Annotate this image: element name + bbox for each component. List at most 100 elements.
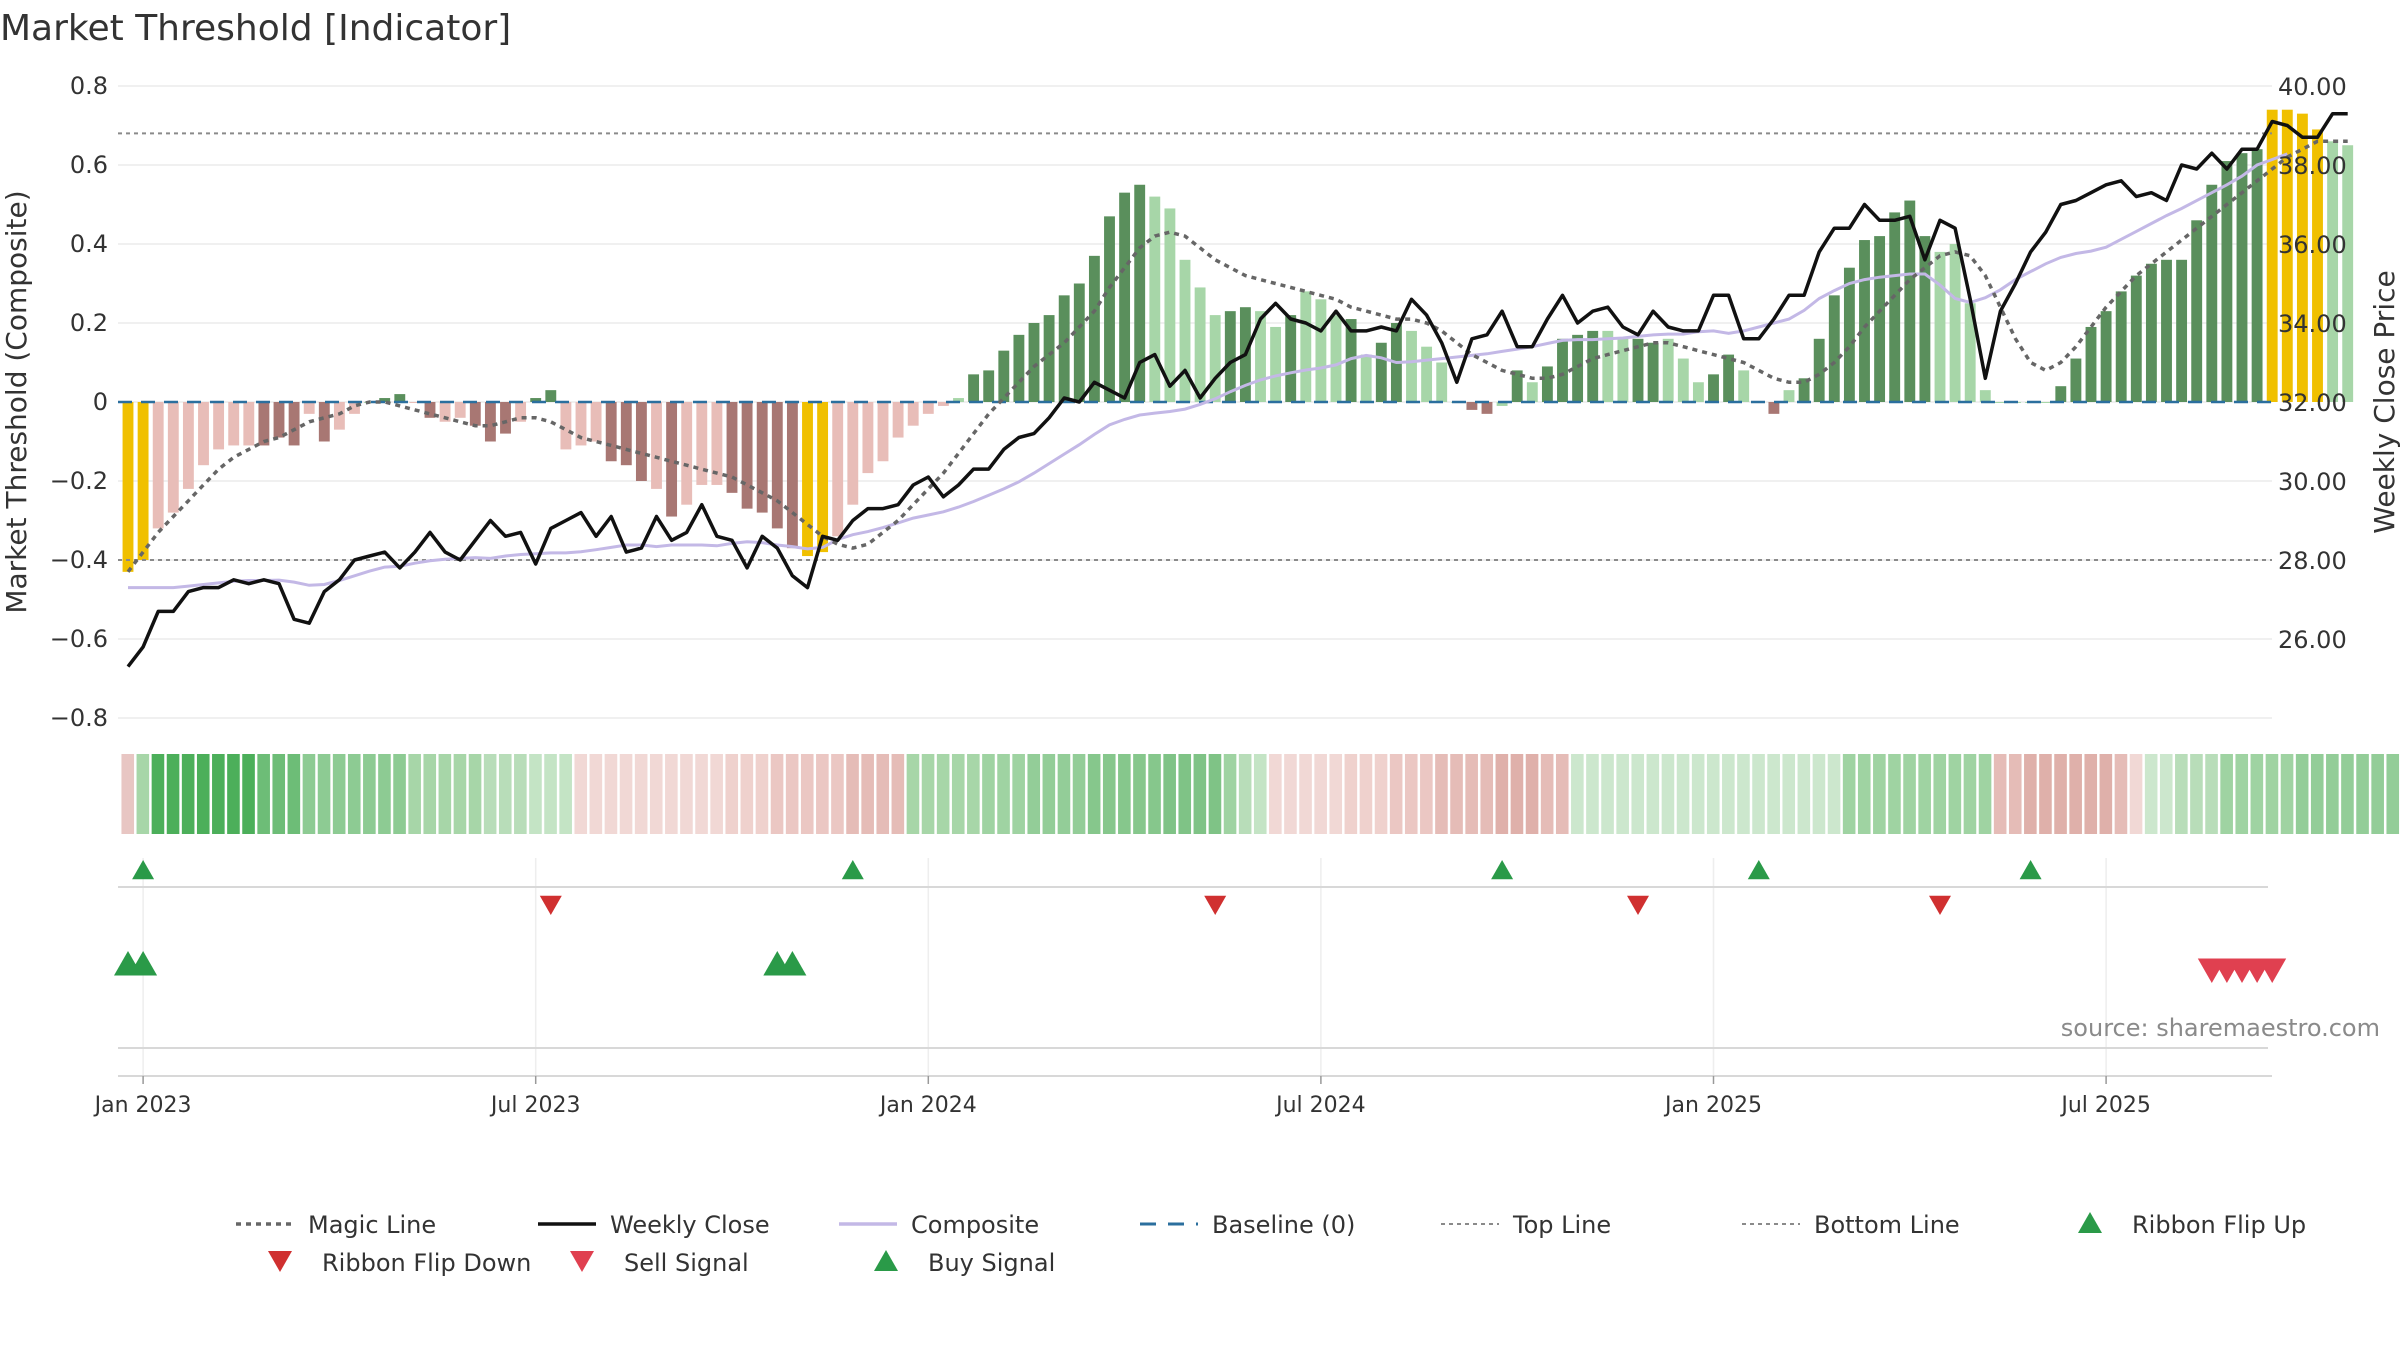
legend-label: Magic Line — [308, 1211, 436, 1239]
ribbon-cell — [936, 754, 950, 834]
ribbon-cell — [2008, 754, 2022, 834]
composite-bar — [937, 402, 949, 406]
ribbon-cell — [166, 754, 180, 834]
composite-bar — [892, 402, 904, 438]
x-tick-label: Jan 2025 — [1663, 1093, 1762, 1118]
composite-bar — [1330, 315, 1342, 402]
ribbon-cell — [332, 754, 346, 834]
composite-bar — [771, 402, 783, 529]
ribbon-cell — [2235, 754, 2249, 834]
signal-panels — [114, 858, 2287, 1077]
legend-item: Sell Signal — [570, 1249, 749, 1277]
ribbon-cell — [1616, 754, 1629, 834]
legend-item: Weekly Close — [538, 1211, 770, 1239]
ribbon-cell — [2310, 754, 2324, 834]
ribbon-cell — [2250, 754, 2264, 834]
ribbon-cell — [1344, 754, 1358, 834]
composite-bar — [1345, 319, 1357, 402]
x-tick-label: Jul 2024 — [1274, 1093, 1366, 1118]
right-tick-label: 38.00 — [2278, 152, 2347, 180]
composite-bar — [152, 402, 164, 529]
composite-bar — [1360, 354, 1372, 402]
ribbon-cell — [1374, 754, 1388, 834]
composite-line — [128, 152, 2288, 590]
ribbon-cell — [816, 754, 829, 834]
ribbon-cell — [408, 754, 421, 834]
ribbon-cell — [1163, 754, 1176, 834]
composite-bar — [2055, 386, 2067, 402]
axes: 0.8 0.6 0.4 0.2 0 −0.2 −0.4 −0.6 −0.8 40.00 38.00 3… — [0, 72, 2400, 1118]
ribbon-cell — [1495, 754, 1509, 834]
ribbon-cell — [2084, 754, 2098, 834]
ribbon-cell — [1933, 754, 1947, 834]
ribbon-cell — [2159, 754, 2173, 834]
composite-bar — [1058, 295, 1070, 402]
ribbon-flip-up-marker — [1491, 860, 1514, 880]
ribbon-cell — [604, 754, 618, 834]
ribbon-cell — [2386, 754, 2400, 834]
composite-bar — [2176, 259, 2188, 402]
right-tick-label: 36.00 — [2278, 231, 2347, 259]
composite-bar — [1994, 402, 2006, 403]
ribbon-cell — [257, 754, 270, 834]
ribbon-cell — [770, 754, 784, 834]
ribbon-cell — [1857, 754, 1871, 834]
composite-bar — [2236, 153, 2248, 402]
composite-bar — [530, 398, 542, 402]
ribbon-cell — [2326, 754, 2339, 834]
composite-bar — [454, 402, 466, 418]
composite-bar — [1481, 402, 1493, 414]
ribbon-cell — [967, 754, 980, 834]
ribbon-cell — [498, 754, 512, 834]
composite-bar — [1134, 184, 1146, 402]
composite-bar — [1526, 382, 1538, 402]
composite-bar — [1647, 342, 1659, 402]
legend-item: Magic Line — [236, 1211, 436, 1239]
composite-bar — [1843, 267, 1855, 402]
legend-label: Top Line — [1512, 1211, 1611, 1239]
ribbon-cell — [906, 754, 920, 834]
composite-bar — [1255, 311, 1266, 402]
composite-bar — [1587, 330, 1599, 402]
composite-bar — [349, 402, 360, 414]
ribbon-cell — [861, 754, 874, 834]
composite-bar — [2145, 263, 2157, 402]
composite-bar — [2070, 358, 2082, 402]
ribbon-cell — [2356, 754, 2369, 834]
composite-bar — [1859, 240, 1870, 402]
ribbon-cell — [1540, 754, 1554, 834]
ribbon-cell — [680, 754, 693, 834]
ribbon-cell — [1057, 754, 1071, 834]
composite-bar — [500, 402, 511, 434]
composite-bar — [2342, 145, 2354, 402]
composite-bar — [726, 402, 738, 493]
ribbon-flip-down-marker — [539, 895, 562, 915]
composite-bar — [1511, 370, 1523, 402]
ribbon-cell — [1963, 754, 1977, 834]
ribbon-cell — [2114, 754, 2128, 834]
right-tick-label: 30.00 — [2278, 468, 2347, 496]
composite-bar — [394, 394, 406, 402]
ribbon-cell — [1480, 754, 1494, 834]
ribbon-cell — [393, 754, 406, 834]
composite-bar — [2191, 220, 2203, 402]
left-axis-label: Market Threshold (Composite) — [0, 190, 33, 613]
composite-bar — [1224, 311, 1236, 402]
ribbon-cell — [1676, 754, 1690, 834]
ribbon-cell — [755, 754, 769, 834]
ribbon-cell — [1404, 754, 1418, 834]
composite-bar — [182, 402, 194, 489]
ribbon-cell — [1465, 754, 1478, 834]
composite-bar — [802, 402, 813, 557]
composite-bar — [2221, 161, 2233, 402]
composite-bar — [1662, 338, 1674, 402]
ribbon-cell — [1873, 754, 1886, 834]
composite-bar — [1813, 338, 1825, 402]
ribbon-cell — [740, 754, 754, 834]
composite-bar — [2085, 326, 2097, 402]
ribbon-cell — [1722, 754, 1735, 834]
legend-label: Bottom Line — [1814, 1211, 1960, 1239]
legend-item: Ribbon Flip Up — [2078, 1211, 2306, 1239]
ribbon-cell — [438, 754, 452, 834]
